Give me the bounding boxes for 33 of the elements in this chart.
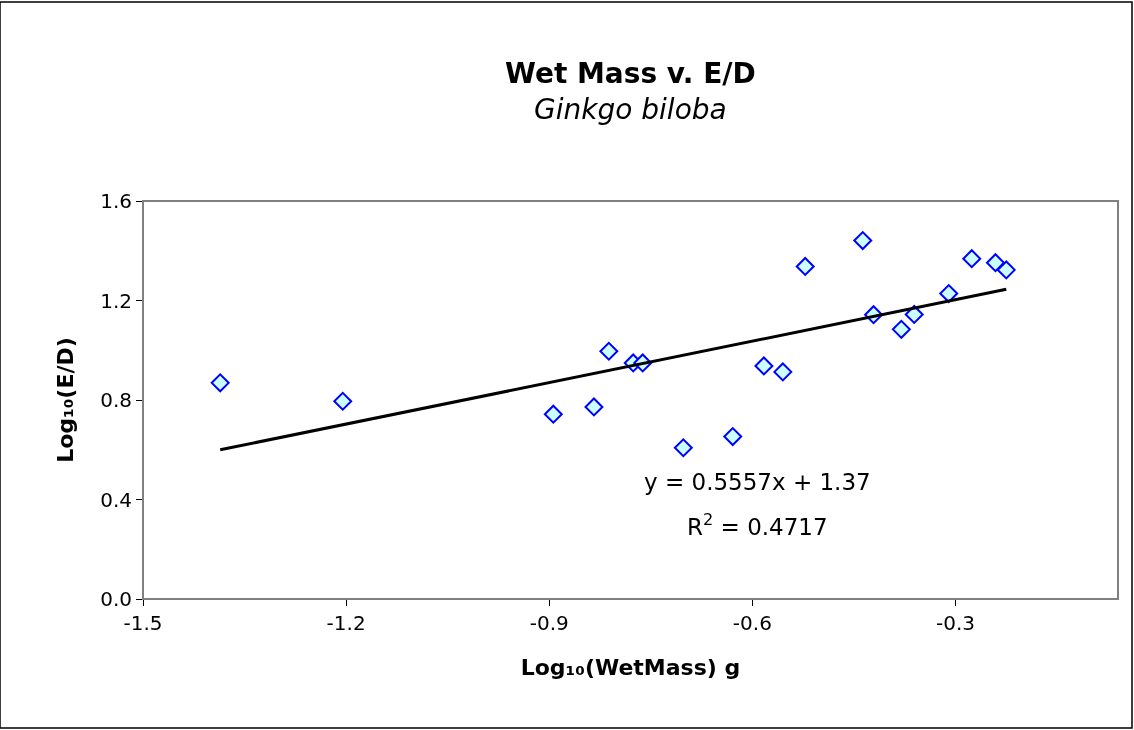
x-tick-label: -0.3	[935, 611, 976, 635]
point	[543, 404, 563, 424]
y-axis-title: Log₁₀(E/D)	[52, 337, 78, 463]
point	[599, 341, 619, 361]
point	[773, 362, 793, 382]
x-tick-label: -1.5	[123, 611, 163, 635]
point	[853, 231, 873, 250]
point	[333, 391, 353, 411]
point	[904, 304, 924, 324]
x-tick-label: -0.9	[529, 611, 569, 635]
annotation: R$^{2}$ = 0.4717	[687, 510, 828, 540]
point	[673, 438, 693, 458]
point	[795, 256, 815, 276]
chart-subtitle: Ginkgo biloba	[534, 93, 727, 127]
y-tick-label: 1.6	[100, 189, 132, 213]
y-tick-label: 0.8	[100, 388, 132, 412]
point	[723, 427, 743, 447]
annotation: y = 0.5557x + 1.37	[644, 469, 871, 495]
point	[939, 284, 959, 303]
x-axis-title: Log₁₀(WetMass) g	[520, 654, 741, 680]
point	[584, 397, 604, 417]
x-tick-label: -1.2	[326, 611, 366, 635]
y-tick-label: 0.0	[100, 587, 132, 611]
point	[210, 373, 230, 393]
point	[986, 253, 1005, 273]
chart-title: Wet Mass v. E/D	[505, 57, 756, 90]
point	[891, 319, 911, 339]
y-tick-label: 1.2	[100, 288, 132, 313]
point	[962, 249, 982, 269]
x-tick-label: -0.6	[732, 611, 772, 635]
point	[996, 260, 1016, 280]
y-tick-label: 0.4	[100, 487, 132, 512]
point	[754, 356, 774, 376]
